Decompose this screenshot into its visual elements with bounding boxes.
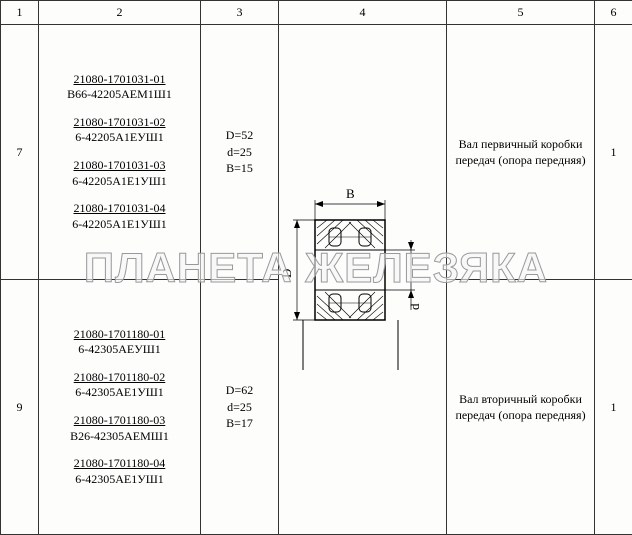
dim-d: d=25	[227, 400, 252, 414]
dim-d: d=25	[227, 145, 252, 159]
dim-B: B=15	[226, 161, 253, 175]
part-link[interactable]: 21080-1701031-01	[74, 72, 166, 86]
part-sub: 6-42305АЕ1УШ1	[75, 385, 164, 399]
bearing-diagram: B D d	[283, 180, 443, 380]
qty: 1	[595, 280, 632, 535]
dim-B: B=17	[226, 416, 253, 430]
header-row: 1 2 3 4 5 6	[1, 1, 632, 25]
part-link[interactable]: 21080-1701180-02	[74, 370, 166, 384]
parts-table: 1 2 3 4 5 6 7 21080-1701031-01 В66-42205…	[0, 0, 632, 535]
part-link[interactable]: 21080-1701180-01	[74, 327, 166, 341]
part-link[interactable]: 21080-1701180-04	[74, 456, 166, 470]
description: Вал вторичный коробки передач (опора пер…	[447, 280, 595, 535]
dimensions-cell: D=62 d=25 B=17	[201, 280, 279, 535]
part-sub: 6-42305АЕ1УШ1	[75, 472, 164, 486]
parts-cell: 21080-1701180-01 6-42305АЕУШ1 21080-1701…	[39, 280, 201, 535]
part-sub: 6-42205А1Е1УШ1	[72, 217, 167, 231]
dim-label-d: d	[407, 303, 422, 310]
dimensions-cell: D=52 d=25 B=15	[201, 25, 279, 280]
part-link[interactable]: 21080-1701031-04	[74, 201, 166, 215]
header-col-3: 3	[201, 1, 279, 25]
header-col-4: 4	[279, 1, 447, 25]
parts-cell: 21080-1701031-01 В66-42205АЕМ1Ш1 21080-1…	[39, 25, 201, 280]
header-col-5: 5	[447, 1, 595, 25]
description: Вал первичный коробки передач (опора пер…	[447, 25, 595, 280]
table-row: 7 21080-1701031-01 В66-42205АЕМ1Ш1 21080…	[1, 25, 632, 280]
part-group: 21080-1701031-03 6-42205А1Е1УШ1	[43, 158, 196, 189]
header-col-2: 2	[39, 1, 201, 25]
part-group: 21080-1701180-01 6-42305АЕУШ1	[43, 327, 196, 358]
dim-D: D=52	[226, 128, 253, 142]
qty: 1	[595, 25, 632, 280]
part-sub: 6-42205А1ЕУШ1	[75, 130, 164, 144]
part-group: 21080-1701031-02 6-42205А1ЕУШ1	[43, 115, 196, 146]
dim-label-D: D	[283, 268, 294, 277]
part-group: 21080-1701180-02 6-42305АЕ1УШ1	[43, 370, 196, 401]
row-num: 7	[1, 25, 39, 280]
dim-D: D=62	[226, 383, 253, 397]
part-sub: 6-42305АЕУШ1	[78, 342, 161, 356]
part-sub: В26-42305АЕМШ1	[70, 429, 169, 443]
part-link[interactable]: 21080-1701031-02	[74, 115, 166, 129]
part-group: 21080-1701180-04 6-42305АЕ1УШ1	[43, 456, 196, 487]
part-group: 21080-1701031-04 6-42205А1Е1УШ1	[43, 201, 196, 232]
part-link[interactable]: 21080-1701031-03	[74, 158, 166, 172]
header-col-6: 6	[595, 1, 632, 25]
part-sub: 6-42205А1Е1УШ1	[72, 174, 167, 188]
part-group: 21080-1701031-01 В66-42205АЕМ1Ш1	[43, 72, 196, 103]
dim-label-B: B	[346, 186, 355, 201]
diagram-cell: B D d	[279, 25, 447, 535]
row-num: 9	[1, 280, 39, 535]
part-link[interactable]: 21080-1701180-03	[74, 413, 166, 427]
part-sub: В66-42205АЕМ1Ш1	[67, 87, 172, 101]
header-col-1: 1	[1, 1, 39, 25]
part-group: 21080-1701180-03 В26-42305АЕМШ1	[43, 413, 196, 444]
